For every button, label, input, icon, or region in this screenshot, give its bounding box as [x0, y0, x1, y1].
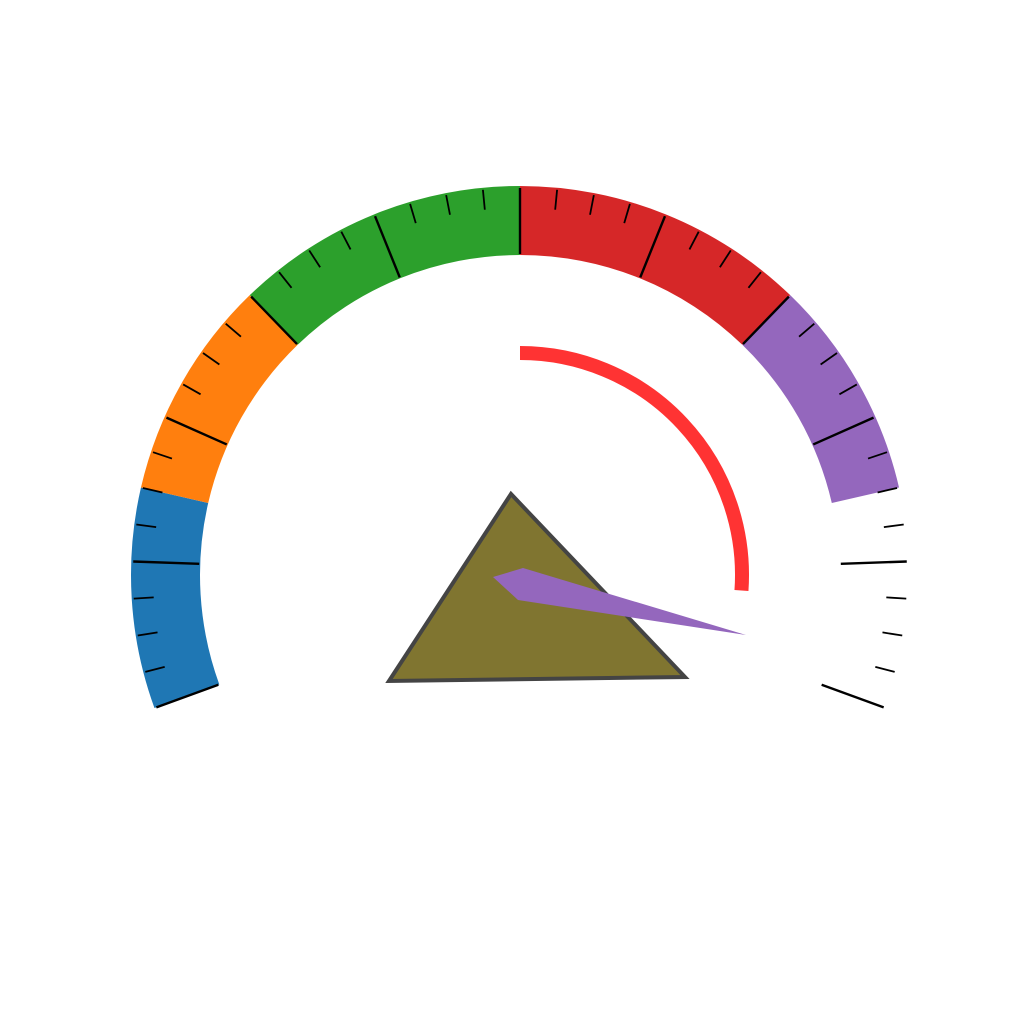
- minor-tick: [145, 666, 165, 673]
- minor-tick: [142, 487, 163, 494]
- minor-tick: [886, 596, 907, 600]
- minor-tick: [137, 631, 158, 637]
- minor-tick: [133, 596, 154, 600]
- major-tick: [821, 683, 885, 709]
- gauge-band-4: [520, 186, 791, 345]
- minor-tick: [877, 487, 898, 494]
- gauge-bands: [130, 186, 900, 709]
- minor-tick: [136, 523, 157, 528]
- minor-tick: [838, 383, 858, 396]
- minor-tick: [589, 194, 595, 215]
- major-tick: [639, 215, 667, 278]
- major-tick: [133, 560, 200, 565]
- major-tick: [742, 295, 790, 345]
- gauge-band-5: [742, 295, 900, 504]
- major-tick: [250, 295, 298, 345]
- minor-tick: [482, 189, 486, 210]
- minor-tick: [445, 194, 451, 215]
- minor-tick: [308, 249, 321, 268]
- minor-tick: [202, 352, 220, 366]
- minor-tick: [340, 231, 352, 250]
- minor-tick: [554, 189, 558, 210]
- gauge-ticks: [133, 188, 907, 709]
- major-tick: [373, 215, 401, 278]
- minor-tick: [820, 352, 838, 366]
- minor-tick: [882, 631, 903, 637]
- minor-tick: [798, 322, 815, 338]
- major-tick: [165, 416, 228, 446]
- minor-tick: [409, 203, 417, 224]
- minor-tick: [747, 271, 762, 289]
- minor-tick: [719, 249, 732, 268]
- minor-tick: [867, 451, 888, 460]
- major-tick: [840, 560, 907, 565]
- minor-tick: [152, 451, 173, 460]
- minor-tick: [278, 271, 293, 289]
- minor-tick: [623, 203, 631, 224]
- minor-tick: [883, 523, 904, 528]
- gauge-needle: [493, 568, 746, 635]
- gauge-band-1: [130, 487, 220, 709]
- minor-tick: [688, 231, 700, 250]
- minor-tick: [182, 383, 202, 396]
- major-tick: [155, 683, 219, 709]
- major-tick: [812, 416, 875, 446]
- gauge-band-2: [140, 295, 298, 504]
- value-arc: [519, 346, 749, 591]
- minor-tick: [225, 322, 242, 338]
- gauge-band-3: [249, 186, 520, 345]
- minor-tick: [875, 666, 895, 673]
